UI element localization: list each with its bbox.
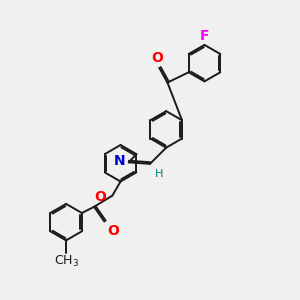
Text: O: O — [107, 224, 119, 238]
Text: O: O — [151, 51, 163, 65]
Text: F: F — [200, 28, 209, 43]
Text: H: H — [155, 169, 164, 179]
Text: CH$_3$: CH$_3$ — [53, 254, 79, 269]
Text: O: O — [94, 190, 106, 204]
Text: N: N — [114, 154, 126, 168]
